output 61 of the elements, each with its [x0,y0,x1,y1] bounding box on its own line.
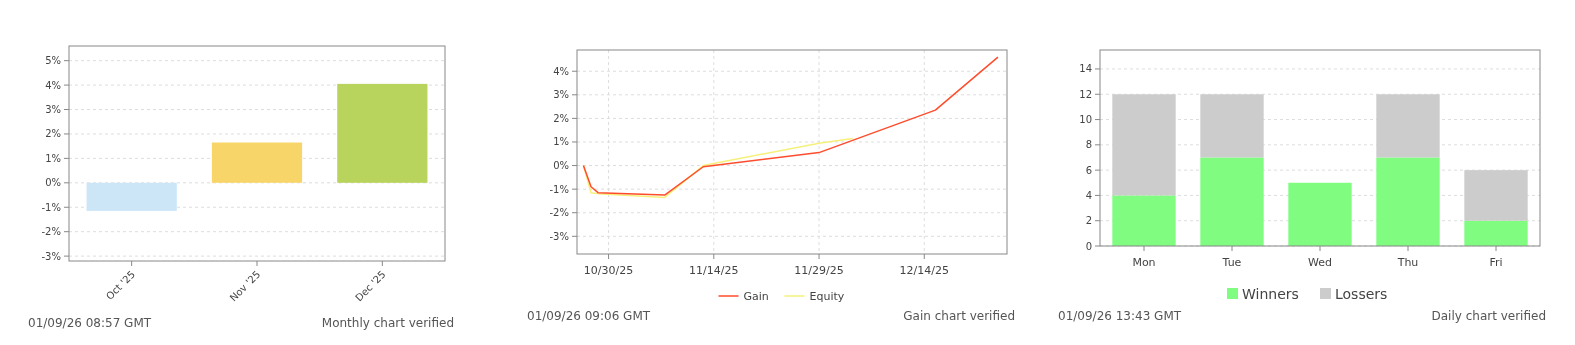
bar [1464,170,1528,221]
x-tick-label: Wed [1308,256,1332,269]
y-tick-label: 2 [1085,215,1092,227]
bar [211,142,303,183]
bar [1288,182,1352,246]
x-tick-label: Nov '25 [227,268,263,304]
legend-label: Lossers [1335,285,1388,302]
line-series [582,137,854,199]
text: 01/09/26 09:06 GMT [527,309,651,323]
y-tick-label: 5% [45,55,61,67]
legend-label: Equity [809,289,845,303]
y-tick-label: 10 [1079,114,1092,126]
y-tick-label: 12 [1079,88,1092,100]
text: Daily chart verified [1431,309,1546,323]
y-tick-label: 0 [1085,240,1092,252]
x-tick-label: 12/14/25 [899,264,949,277]
y-tick-label: 2% [553,112,569,124]
bar [1376,157,1440,246]
text: 01/09/26 08:57 GMT [28,316,152,330]
legend-label: Winners [1242,285,1299,302]
x-tick-label: Tue [1221,256,1242,269]
y-tick-label: 0% [553,160,569,172]
y-tick-label: 4% [45,79,61,91]
bar [1376,94,1440,158]
legend-label: Gain [743,289,769,303]
y-tick-label: -3% [41,250,61,262]
y-tick-label: 1% [45,152,61,164]
bar [1112,94,1176,196]
x-tick-label: Fri [1489,256,1503,269]
line-series [582,56,999,196]
x-tick-label: 11/14/25 [689,264,739,277]
y-tick-label: 3% [45,104,61,116]
x-tick-label: Mon [1132,256,1156,269]
x-tick-label: Dec '25 [353,268,388,304]
y-tick-label: 1% [553,136,569,148]
bar [337,83,428,183]
bar [1200,157,1264,246]
y-tick-label: 4% [553,65,569,77]
text: Gain chart verified [903,309,1015,323]
x-tick-label: 11/29/25 [794,264,844,277]
bar [1200,94,1264,158]
text: Monthly chart verified [321,316,454,330]
bar [86,182,177,211]
y-tick-label: -2% [549,207,569,219]
y-tick-label: 3% [553,89,569,101]
y-tick-label: 8 [1085,139,1092,151]
bar [1464,220,1528,246]
y-tick-label: 0% [45,177,61,189]
text: 01/09/26 13:43 GMT [1058,309,1182,323]
bar [1112,195,1176,246]
x-tick-label: Thu [1396,256,1419,269]
y-tick-label: 4 [1085,189,1092,201]
y-tick-label: -3% [549,230,569,242]
x-tick-label: 10/30/25 [583,264,634,277]
y-tick-label: 14 [1079,63,1092,75]
y-tick-label: -1% [41,201,61,213]
x-tick-label: Oct '25 [103,268,138,302]
y-tick-label: -1% [549,183,569,195]
y-tick-label: 6 [1085,164,1092,176]
y-tick-label: -2% [41,226,61,238]
y-tick-label: 2% [45,128,61,140]
